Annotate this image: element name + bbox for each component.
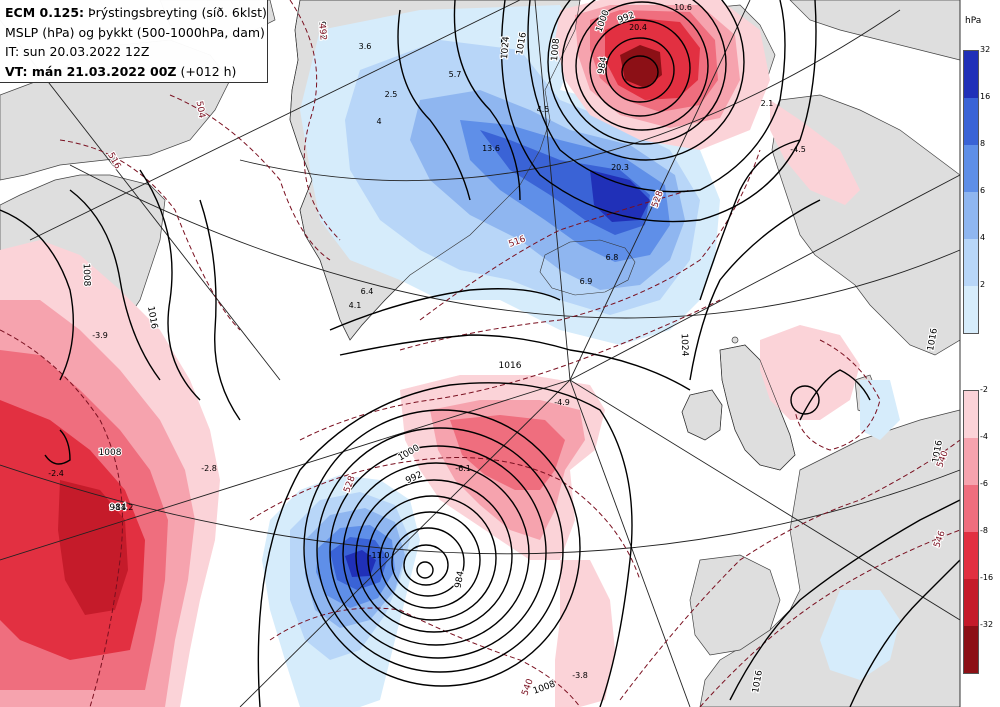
- graticule: [0, 0, 961, 707]
- legend-positive-tick: 4: [980, 233, 986, 242]
- thickness-label: 492: [316, 23, 327, 41]
- header-line3: IT: sun 20.03.2022 12Z: [5, 44, 150, 59]
- legend-positive-swatch: [964, 51, 978, 98]
- legend-negative-colorbar: [963, 390, 979, 674]
- tendency-label: 10.6: [674, 3, 692, 12]
- isobar-label: 984: [454, 570, 467, 589]
- parallel-2: [69, 164, 961, 319]
- legend-negative-swatch: [964, 438, 978, 485]
- map-header: ECM 0.125: Þrýstingsbreyting (síð. 6klst…: [0, 0, 268, 83]
- legend-positive-swatch: [964, 286, 978, 333]
- tendency-label: -6.1: [455, 464, 471, 473]
- legend-negative-tick: -2: [980, 385, 988, 394]
- coastlines: [289, 0, 796, 471]
- isobars: [0, 0, 961, 707]
- legend-negative-swatch: [964, 391, 978, 438]
- legend-positive-swatch: [964, 239, 978, 286]
- meridian-6: [239, 379, 571, 707]
- legend-negative-tick: -32: [980, 620, 994, 629]
- tendency-label: 6.8: [606, 253, 619, 262]
- legend-negative-tick: -4: [980, 432, 988, 441]
- isobar-label: 1016: [499, 361, 522, 371]
- legend-positive-tick: 32: [980, 45, 991, 54]
- legend-negative-swatch: [964, 579, 978, 626]
- land-iberia: [689, 554, 781, 656]
- meridian-4: [569, 0, 751, 381]
- isobar-label: 1008: [99, 448, 122, 458]
- legend-negative-tick: -6: [980, 479, 988, 488]
- meridian-7: [569, 379, 691, 707]
- parallel-1: [239, 9, 901, 182]
- legend-negative-swatch: [964, 532, 978, 579]
- tendency-label: 4.1: [349, 301, 362, 310]
- tendency-positive: [0, 5, 900, 707]
- tendency-label: 20.3: [611, 163, 629, 172]
- isobar-label: 984: [109, 503, 126, 513]
- meridian-8: [569, 379, 961, 621]
- tendency-label: -11.2: [113, 503, 134, 512]
- tendency-label: 4: [376, 117, 381, 126]
- legend-positive-tick: 6: [980, 186, 986, 195]
- isobar-label: 1024: [500, 36, 512, 60]
- tendency-label: -11.0: [369, 551, 390, 560]
- meridian-1: [29, 0, 521, 241]
- legend-positive-colorbar: [963, 50, 979, 334]
- legend-unit: hPa: [965, 16, 982, 26]
- thickness-contours: [0, 0, 961, 707]
- legend-negative-swatch: [964, 626, 978, 673]
- header-line2: MSLP (hPa) og þykkt (500-1000hPa, dam): [5, 24, 265, 40]
- isobar-label: 1008: [550, 38, 562, 62]
- tendency-label: 6.4: [361, 287, 374, 296]
- tendency-label: 20.4: [629, 23, 647, 32]
- land-faroes: [731, 336, 739, 344]
- meridian-5: [569, 174, 961, 381]
- isobar-label: 1024: [679, 333, 690, 357]
- tendency-label: -4.9: [554, 398, 570, 407]
- isobar-label: 984: [597, 56, 610, 75]
- tendency-label: -3.9: [92, 331, 108, 340]
- tendency-label: 2.5: [385, 90, 398, 99]
- legend-negative-tick: -8: [980, 526, 988, 535]
- meridian-9: [0, 379, 571, 561]
- isobar-label: 1008: [81, 263, 92, 287]
- legend-positive-swatch: [964, 98, 978, 145]
- header-line4: VT: mán 21.03.2022 00Z (+012 h): [5, 63, 237, 79]
- tendency-labels: 20.4 20.3 13.6 5.7 3.6 2.5 4 4.5 2.1 -4.5 6.8 6.9 6.…: [48, 3, 806, 680]
- legend-positive-tick: 8: [980, 139, 986, 148]
- tendency-label: -2.8: [201, 464, 217, 473]
- meridian-3: [534, 0, 571, 381]
- isobar-label: 1016: [931, 439, 945, 464]
- legend-positive-swatch: [964, 192, 978, 239]
- tendency-label: 5.7: [449, 70, 462, 79]
- tendency-label: -2.4: [48, 469, 64, 478]
- tendency-label: 3.6: [359, 42, 372, 51]
- tendency-label: 4.5: [537, 105, 550, 114]
- isobar-label: 992: [316, 21, 327, 39]
- tendency-label: 13.6: [482, 144, 500, 153]
- legend-negative-tick: -16: [980, 573, 994, 582]
- legend-positive-swatch: [964, 145, 978, 192]
- tendency-label: 6.9: [580, 277, 593, 286]
- header-line1: ECM 0.125: Þrýstingsbreyting (síð. 6klst…: [5, 5, 267, 20]
- legend-negative-swatch: [964, 485, 978, 532]
- legend-positive-tick: 16: [980, 92, 991, 101]
- legend-positive-tick: 2: [980, 280, 986, 289]
- thickness-label: 504: [194, 100, 207, 119]
- parallel-3: [0, 464, 961, 555]
- tendency-negative: [0, 0, 860, 707]
- tendency-label: -4.5: [790, 145, 806, 154]
- tendency-label: -3.8: [572, 671, 588, 680]
- tendency-label: 2.1: [761, 99, 774, 108]
